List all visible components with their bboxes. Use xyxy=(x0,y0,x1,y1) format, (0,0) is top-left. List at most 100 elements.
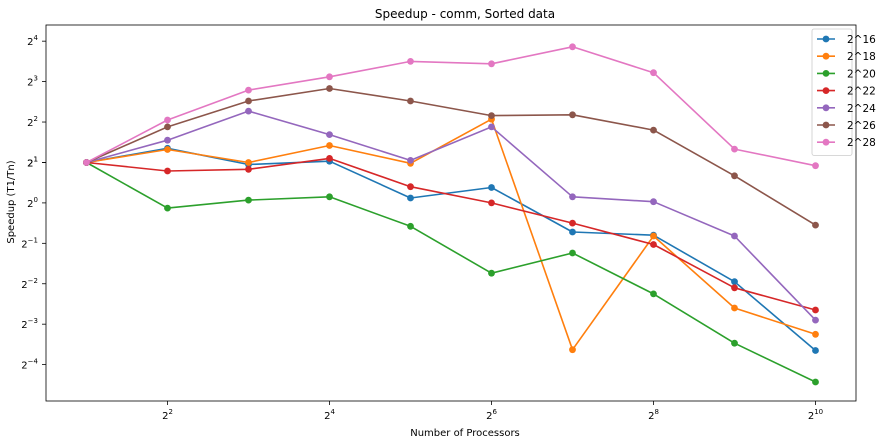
data-point-4-2 xyxy=(245,107,252,115)
legend-label-5: 2^26 xyxy=(847,120,876,132)
y-tick-label-5: 21 xyxy=(27,155,38,169)
legend-label-2: 2^20 xyxy=(847,68,876,80)
y-tick-label-0: 2−4 xyxy=(21,358,38,372)
data-point-6-4 xyxy=(407,58,414,65)
y-tick-label-3: 2−1 xyxy=(21,236,38,250)
data-point-2-2 xyxy=(245,196,252,204)
series-line-6 xyxy=(86,45,816,167)
data-point-5-8 xyxy=(731,172,738,180)
data-point-4-8 xyxy=(731,232,738,240)
legend-marker-1 xyxy=(822,52,830,60)
y-axis-title: Speedup (T1/Tn) xyxy=(6,160,17,243)
chart-title: Speedup - comm, Sorted data xyxy=(375,7,555,21)
data-point-3-1 xyxy=(164,167,171,175)
data-point-3-8 xyxy=(731,284,738,292)
data-point-2-6 xyxy=(569,249,576,257)
data-point-6-9 xyxy=(812,162,819,170)
data-point-4-3 xyxy=(326,131,333,139)
legend-marker-2 xyxy=(822,70,830,77)
y-tick-label-6: 21 xyxy=(27,155,38,169)
data-point-3-9 xyxy=(812,306,819,314)
data-point-0-8 xyxy=(731,278,738,286)
data-point-2-5 xyxy=(488,269,495,277)
x-tick-label-0: 22 xyxy=(162,408,173,422)
data-point-2-1 xyxy=(164,204,171,212)
data-point-3-6 xyxy=(569,219,576,227)
data-point-1-2 xyxy=(245,159,252,166)
series-line-2 xyxy=(86,161,816,383)
data-point-0-4 xyxy=(407,194,414,202)
data-point-2-4 xyxy=(407,222,414,230)
data-point-2-3 xyxy=(326,193,333,201)
data-point-1-9 xyxy=(812,330,819,338)
data-point-4-6 xyxy=(569,193,576,201)
data-point-4-4 xyxy=(407,157,414,164)
data-point-6-0 xyxy=(83,159,90,166)
data-point-5-4 xyxy=(407,97,414,105)
legend-label-3: 2^22 xyxy=(847,86,876,98)
legend-label-4: 2^24 xyxy=(847,103,876,115)
x-tick-label-3: 28 xyxy=(648,408,659,422)
data-point-6-7 xyxy=(650,69,657,77)
data-point-5-3 xyxy=(326,85,333,92)
data-point-4-1 xyxy=(164,136,171,144)
axes-frame xyxy=(45,24,857,402)
data-point-5-1 xyxy=(164,123,171,131)
data-point-6-2 xyxy=(245,86,252,94)
y-tick-label-9: 24 xyxy=(27,34,38,48)
legend-marker-5 xyxy=(822,121,830,129)
x-axis-title: Number of Processors xyxy=(410,428,520,439)
data-point-4-5 xyxy=(488,123,495,131)
series-line-1 xyxy=(86,118,816,351)
data-point-1-8 xyxy=(731,304,738,312)
data-point-2-9 xyxy=(812,378,819,386)
series-line-4 xyxy=(86,110,817,321)
plot-area xyxy=(83,43,819,386)
data-point-3-3 xyxy=(326,155,333,162)
data-point-5-7 xyxy=(650,126,657,134)
legend: 2^16 2^18 2^20 2^22 2^24 2^26 2^28 xyxy=(811,28,876,156)
y-tick-label-2: 2−2 xyxy=(21,277,38,291)
series-line-5 xyxy=(86,87,816,226)
data-point-2-8 xyxy=(731,339,738,347)
data-point-4-7 xyxy=(650,198,657,206)
data-point-6-8 xyxy=(731,145,738,153)
data-point-6-1 xyxy=(164,116,171,124)
data-point-6-6 xyxy=(569,43,576,51)
data-point-5-2 xyxy=(245,97,252,105)
data-point-1-1 xyxy=(164,146,171,153)
data-point-4-9 xyxy=(812,316,819,324)
legend-label-6: 2^28 xyxy=(847,137,876,149)
data-point-5-9 xyxy=(812,221,819,229)
data-point-1-7 xyxy=(650,232,657,240)
data-point-6-3 xyxy=(326,73,333,81)
data-point-3-5 xyxy=(488,199,495,207)
x-tick-label-2: 26 xyxy=(486,408,497,422)
y-tick-label-7: 22 xyxy=(27,115,38,129)
data-point-3-7 xyxy=(650,241,657,248)
legend-label-1: 2^18 xyxy=(847,51,876,63)
data-point-3-4 xyxy=(407,183,414,191)
legend-label-0: 2^16 xyxy=(847,34,876,46)
y-tick-label-8: 23 xyxy=(27,75,38,89)
data-point-3-2 xyxy=(245,165,252,173)
legend-box xyxy=(811,28,853,156)
series-line-3 xyxy=(86,157,816,311)
x-tick-label-4: 210 xyxy=(808,408,823,422)
data-point-6-5 xyxy=(488,60,495,68)
data-point-1-6 xyxy=(569,346,576,354)
legend-marker-3 xyxy=(822,87,830,94)
y-tick-label-4: 20 xyxy=(27,196,38,210)
data-point-0-5 xyxy=(488,184,495,191)
data-point-1-3 xyxy=(326,142,333,149)
data-point-0-9 xyxy=(812,347,819,354)
data-point-2-7 xyxy=(650,290,657,298)
legend-marker-6 xyxy=(822,138,830,146)
y-tick-label-1: 2−3 xyxy=(21,317,38,331)
legend-marker-0 xyxy=(822,35,830,43)
data-point-5-6 xyxy=(569,111,576,119)
legend-marker-4 xyxy=(822,104,830,112)
data-point-0-6 xyxy=(569,228,576,236)
